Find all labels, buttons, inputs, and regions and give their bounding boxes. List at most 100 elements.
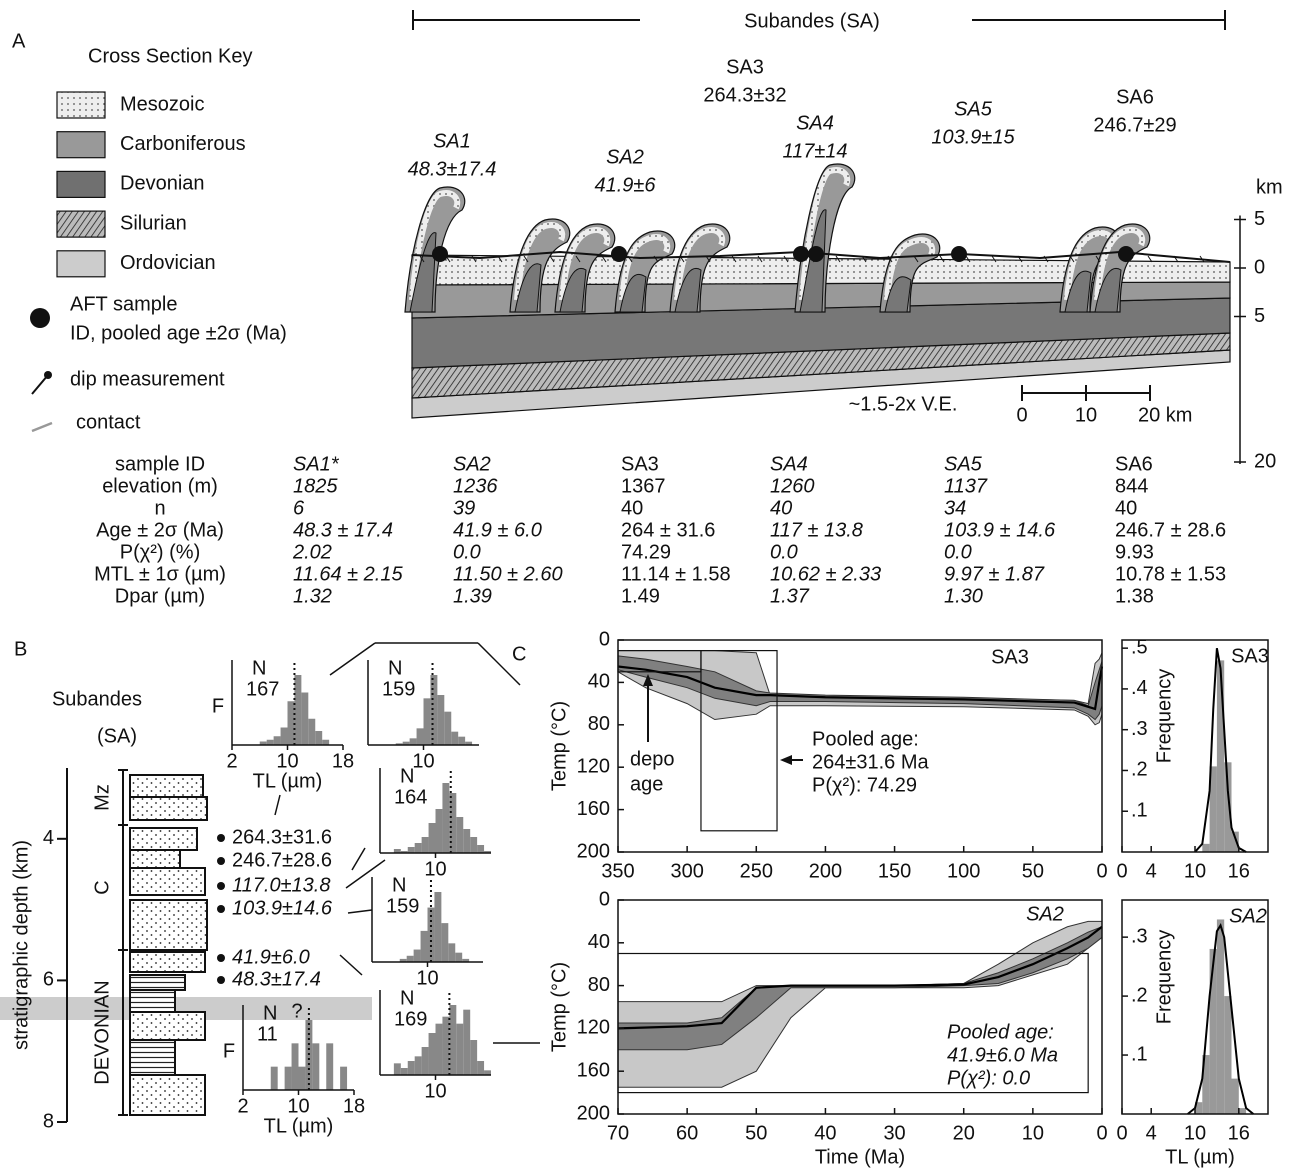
hist-bar (410, 738, 417, 745)
hist-bar (442, 1017, 449, 1075)
table-cell: 1.49 (621, 585, 660, 607)
tick-label: 300 (670, 860, 703, 882)
tick-label: 6 (43, 969, 54, 991)
axis-label: TL (µm) (253, 770, 323, 792)
tick-label: 10 (412, 750, 434, 772)
hist-bar (288, 701, 295, 745)
axis-label: Frequency (1153, 930, 1175, 1025)
hist-bar (417, 728, 424, 745)
hist-bar (281, 728, 288, 746)
tick-label: 20 (953, 1122, 975, 1144)
annotation: 264±31.6 Ma (812, 751, 929, 773)
tick-label: 70 (607, 1122, 629, 1144)
annotation: Pooled age: (947, 1021, 1054, 1043)
table-cell: 9.97 ± 1.87 (944, 563, 1045, 585)
table-cell: 1.37 (770, 585, 810, 607)
tick-label: 150 (878, 860, 911, 882)
axis-label: Temp (°C) (548, 962, 570, 1052)
table-cell: 117 ± 13.8 (770, 519, 863, 541)
table-cell: 74.29 (621, 541, 671, 563)
table-cell: 264 ± 31.6 (621, 519, 715, 541)
tick-label: 200 (809, 860, 842, 882)
table-cell: 1.39 (453, 585, 492, 607)
tick-label: 30 (883, 1122, 905, 1144)
plot-title: SA2 (1229, 905, 1267, 927)
strat-bed (130, 900, 207, 950)
tick-label: 100 (947, 860, 980, 882)
tick-label: 4 (1146, 1122, 1157, 1144)
sample-age: 246.7±29 (1093, 114, 1176, 136)
table-cell: 246.7 ± 28.6 (1115, 519, 1226, 541)
tick-label: 250 (740, 860, 773, 882)
hist-bar (455, 953, 462, 962)
age-label: 117.0±13.8 (232, 874, 330, 896)
key-label: Devonian (120, 173, 205, 195)
tick-label: 0 (1254, 256, 1265, 278)
row-label: n (154, 497, 165, 519)
table-cell: 1.32 (293, 585, 332, 607)
table-cell: 6 (293, 497, 305, 519)
table-cell: SA5 (944, 453, 983, 475)
annotation: P(χ²): 0.0 (947, 1067, 1030, 1089)
hist-bar (271, 1067, 278, 1090)
scale-label: 20 km (1138, 404, 1192, 426)
tick-label: .5 (1131, 636, 1148, 658)
tick-label: 10 (424, 858, 446, 880)
sample-id: SA6 (1116, 86, 1154, 108)
n-label: N (263, 1002, 277, 1024)
sample-dot (793, 246, 809, 262)
hist-bar (408, 847, 415, 853)
sample-symbol (30, 308, 50, 328)
table-cell: 1137 (944, 475, 988, 497)
strat-bed (130, 850, 180, 868)
age-label: 246.7±28.6 (232, 849, 332, 871)
sample-id: SA2 (606, 146, 644, 168)
hist-bar (463, 1010, 470, 1075)
legend-label: dip measurement (70, 368, 225, 390)
n-value: 159 (386, 895, 419, 917)
tick-label: 160 (577, 798, 610, 820)
hist-bar (1217, 660, 1224, 852)
key-label: Carboniferous (120, 133, 246, 155)
tick-label: 200 (577, 1102, 610, 1124)
sample-dot (1118, 246, 1134, 262)
strat-bed (130, 797, 207, 820)
sample-dot (808, 246, 824, 262)
n-label: N (252, 657, 266, 679)
tick-label: 16 (1228, 860, 1250, 882)
tick-label: 10 (416, 967, 438, 989)
sample-age: 117±14 (782, 140, 847, 162)
key-swatch (57, 211, 105, 237)
table-cell: SA3 (621, 453, 659, 475)
hist-bar (451, 732, 458, 745)
strat-bed (130, 828, 197, 850)
table-cell: 10.62 ± 2.33 (770, 563, 881, 585)
axis-label: F (212, 695, 224, 717)
key-title: Cross Section Key (88, 45, 253, 67)
tick-label: 80 (588, 713, 610, 735)
hist-bar (407, 956, 414, 962)
tick-label: .1 (1131, 800, 1148, 822)
panel-title: (SA) (97, 725, 137, 747)
n-label: N (392, 874, 406, 896)
hist-bar (442, 783, 449, 853)
row-label: P(χ²) (%) (120, 541, 200, 563)
annotation: 41.9±6.0 Ma (947, 1044, 1058, 1066)
table-cell: 844 (1115, 475, 1148, 497)
n-value: 167 (246, 678, 279, 700)
annotation: depo (630, 748, 675, 770)
hist-bar (285, 1067, 292, 1090)
table-cell: SA2 (453, 453, 491, 475)
hist-bar (436, 809, 443, 853)
question-mark: ? (291, 1000, 302, 1022)
row-label: Dpar (µm) (115, 585, 205, 607)
tick-label: 10 (1184, 1122, 1206, 1144)
key-label: Ordovician (120, 252, 216, 274)
hist-bar (299, 1067, 306, 1090)
unit-label: C (91, 880, 113, 894)
sample-dot (217, 857, 225, 865)
n-value: 169 (394, 1008, 427, 1030)
tick-label: 2 (226, 750, 237, 772)
hist-bar (414, 950, 421, 962)
tick-label: 200 (577, 840, 610, 862)
